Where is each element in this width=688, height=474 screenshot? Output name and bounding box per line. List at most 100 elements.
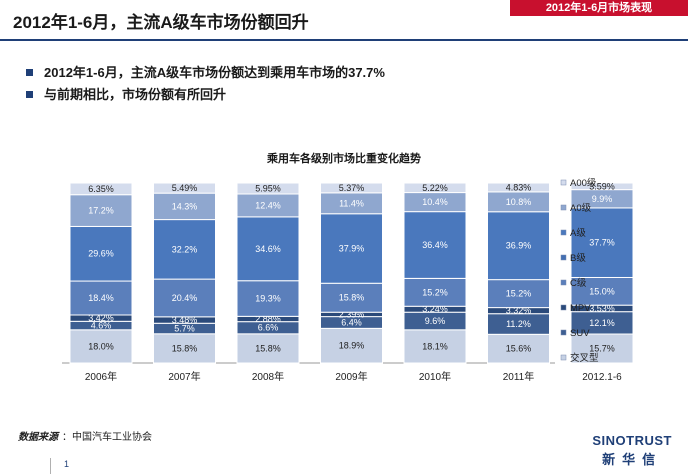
bar-segment <box>570 207 634 278</box>
data-label: 3.42% <box>88 313 114 323</box>
section-tag: 2012年1-6月市场表现 <box>510 0 688 16</box>
x-tick-label: 2010年 <box>419 370 451 383</box>
data-label: 15.2% <box>506 289 532 299</box>
bar-segment <box>69 280 133 316</box>
legend-label: A00级 <box>570 177 597 189</box>
stacked-bar-chart: 18.0% 4.6%3.42% 18.4% 29.6% 17.2% 6.35% 2006年 1… <box>62 177 634 383</box>
data-label: 3.48% <box>172 315 198 325</box>
x-tick-label: 2008年 <box>252 370 284 383</box>
bar-segment <box>69 329 133 364</box>
data-label: 29.6% <box>88 249 114 259</box>
legend-label: 交叉型 <box>570 352 599 364</box>
data-label: 11.4% <box>339 198 364 208</box>
page-title: 2012年1-6月，主流A级车市场份额回升 <box>13 13 309 32</box>
bar-segment <box>153 278 216 318</box>
footer-divider <box>50 458 51 474</box>
data-label: 17.2% <box>88 206 114 216</box>
data-label: 18.4% <box>88 293 114 303</box>
data-label: 15.0% <box>589 286 615 296</box>
data-label: 20.4% <box>172 293 198 303</box>
bar-segment <box>403 182 467 194</box>
data-label: 14.3% <box>172 201 198 211</box>
data-label: 2.39% <box>339 309 365 319</box>
x-tick-label: 2009年 <box>335 370 367 383</box>
data-label: 37.7% <box>589 238 615 248</box>
bullet-list: 2012年1-6月，主流A级车市场份额达到乘用车市场的37.7% 与前期相比，市… <box>22 63 385 107</box>
legend-label: A0级 <box>570 202 592 214</box>
square-bullet-icon <box>26 69 33 76</box>
legend-swatch <box>560 204 567 211</box>
data-label: 12.4% <box>255 200 281 210</box>
data-label: 15.6% <box>506 344 532 354</box>
data-label: 5.22% <box>422 183 448 193</box>
data-label: 15.8% <box>172 343 198 353</box>
bar-segment <box>487 279 550 309</box>
data-label: 34.6% <box>255 244 281 254</box>
title-divider <box>0 39 688 41</box>
bar-segment <box>320 282 383 313</box>
data-label: 18.9% <box>339 341 365 351</box>
data-label: 5.37% <box>339 183 365 193</box>
bar-segment <box>153 219 216 280</box>
legend-swatch <box>560 354 567 361</box>
data-label: 15.7% <box>589 344 615 354</box>
bar-segment <box>320 182 383 194</box>
data-label: 11.2% <box>506 319 531 329</box>
logo-text-cn: 新华信 <box>602 452 663 467</box>
bar-segment <box>320 327 383 364</box>
source-value: ：中国汽车工业协会 <box>62 432 152 443</box>
bar-segment <box>236 333 300 364</box>
data-label: 2.88% <box>255 314 281 324</box>
bar-segment <box>570 276 634 306</box>
data-label: 3.53% <box>589 303 615 313</box>
data-label: 6.6% <box>258 323 279 333</box>
legend-label: A级 <box>570 227 586 239</box>
bullet-text: 2012年1-6月，主流A级车市场份额达到乘用车市场的37.7% <box>44 65 385 80</box>
legend-swatch <box>560 254 567 261</box>
legend-label: B级 <box>570 252 586 264</box>
x-tick-label: 2012.1-6 <box>582 372 622 383</box>
square-bullet-icon <box>26 91 33 98</box>
data-label: 32.2% <box>172 244 198 254</box>
data-label: 15.2% <box>422 287 448 297</box>
data-label: 5.7% <box>174 324 195 334</box>
bar-segment <box>487 333 550 364</box>
title-bar: 2012年1-6月，主流A级车市场份额回升 2012年1-6月市场表现 <box>0 0 688 41</box>
legend-swatch <box>560 329 567 336</box>
data-label: 6.4% <box>341 317 362 327</box>
data-label: 9.6% <box>425 316 446 326</box>
data-label: 6.35% <box>88 184 114 194</box>
data-label: 10.8% <box>506 197 532 207</box>
bar-segment <box>153 333 216 364</box>
brand-logo: SINOTRUST 新华信 <box>592 433 672 468</box>
legend-label: SUV <box>570 328 590 339</box>
bullet-item: 与前期相比，市场份额有所回升 <box>22 85 385 107</box>
x-tick-label: 2011年 <box>503 370 535 383</box>
data-label: 15.8% <box>339 293 365 303</box>
data-label: 5.49% <box>172 183 198 193</box>
legend-swatch <box>560 179 567 186</box>
data-label: 9.9% <box>592 194 613 204</box>
legend-label: C级 <box>570 277 587 289</box>
legend-swatch <box>560 279 567 286</box>
bar-segment <box>69 182 133 196</box>
bar-segment <box>236 182 300 195</box>
data-label: 12.1% <box>589 318 615 328</box>
legend-swatch <box>560 229 567 236</box>
data-label: 37.9% <box>339 244 365 254</box>
data-label: 19.3% <box>255 294 281 304</box>
data-label: 3.32% <box>506 306 532 316</box>
data-label: 18.0% <box>88 341 114 351</box>
x-tick-label: 2006年 <box>85 370 117 383</box>
bar-segment <box>487 182 550 193</box>
bar-segment <box>403 329 467 364</box>
data-label: 3.59% <box>589 181 615 191</box>
x-tick-label: 2007年 <box>168 370 200 383</box>
data-label: 4.83% <box>506 182 532 192</box>
bar-segment <box>153 182 216 194</box>
data-label: 18.1% <box>422 341 448 351</box>
data-label: 10.4% <box>422 197 448 207</box>
bullet-item: 2012年1-6月，主流A级车市场份额达到乘用车市场的37.7% <box>22 63 385 85</box>
data-label: 36.4% <box>422 240 448 250</box>
data-label: 36.9% <box>506 241 532 251</box>
